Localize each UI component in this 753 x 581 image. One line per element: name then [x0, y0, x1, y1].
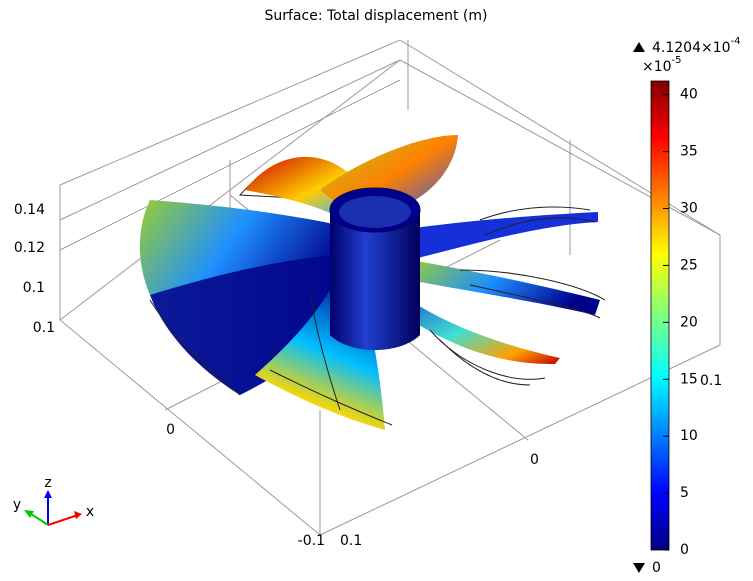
- z-tick-label: 0.14: [14, 202, 45, 218]
- colorbar-tick-label: 20: [680, 314, 698, 330]
- scale-exponent: -5: [672, 55, 682, 66]
- z-tick-label: 0.1: [23, 280, 45, 296]
- max-marker: [633, 42, 645, 52]
- triad-y: y: [13, 497, 21, 513]
- max-label: 4.1204×10-4: [652, 36, 741, 56]
- x-tick-label: 0: [530, 452, 539, 468]
- title: Surface: Total displacement (m): [264, 8, 487, 24]
- x-tick-label: 0.1: [700, 373, 722, 389]
- min-marker: [633, 563, 645, 573]
- max-exponent: -4: [731, 36, 741, 47]
- scale-label: ×10-5: [642, 55, 682, 75]
- colorbar-tick-label: 5: [680, 485, 689, 501]
- colorbar-tick-label: 25: [680, 257, 698, 273]
- max-mantissa: 4.1204×10: [652, 40, 731, 56]
- z-tick-label: 0.12: [14, 240, 45, 256]
- colorbar-tick-label: 0: [680, 542, 689, 558]
- y-tick-label: 0.1: [33, 320, 55, 336]
- y-tick-label: -0.1: [298, 533, 325, 549]
- triad: z x y: [13, 475, 94, 525]
- scale-base: ×10: [642, 59, 672, 75]
- x-tick-label: 0.1: [340, 533, 362, 549]
- plot: Surface: Total displacement (m): [0, 0, 753, 577]
- y-tick-label: 0: [166, 422, 175, 438]
- colorbar-tick-label: 35: [680, 144, 698, 160]
- fan: [140, 135, 605, 430]
- colorbar-tick-label: 30: [680, 201, 698, 217]
- min-label: 0: [652, 560, 661, 576]
- colorbar-tick-label: 40: [680, 87, 698, 103]
- colorbar-tick-label: 10: [680, 428, 698, 444]
- triad-z: z: [44, 475, 51, 491]
- triad-x: x: [86, 504, 94, 520]
- colorbar-tick-label: 15: [680, 371, 698, 387]
